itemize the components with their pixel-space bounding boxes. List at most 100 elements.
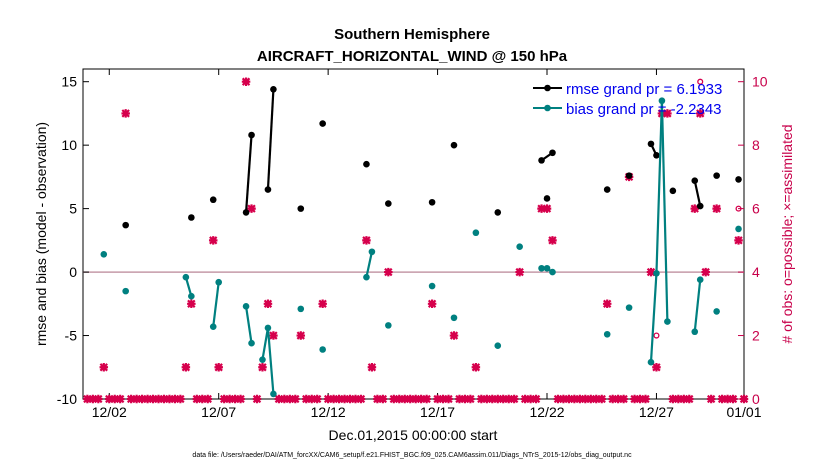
bias-point	[696, 276, 704, 283]
obs-assimilated-marker	[154, 394, 163, 404]
obs-assimilated-marker	[137, 394, 147, 404]
x-tick-label: 12/17	[420, 404, 455, 420]
obs-assimilated-marker	[115, 394, 125, 404]
rmse-point	[248, 131, 255, 139]
rmse-point	[450, 141, 458, 149]
obs-assimilated-marker	[225, 394, 234, 404]
obs-assimilated-marker	[373, 394, 382, 404]
rmse-point	[549, 149, 556, 157]
obs-assimilated-marker	[548, 236, 557, 245]
bias-point	[664, 318, 671, 325]
obs-assimilated-marker	[334, 394, 344, 404]
bias-point	[516, 243, 523, 250]
obs-assimilated-marker	[674, 394, 683, 404]
obs-assimilated-marker	[641, 394, 650, 404]
obs-assimilated-marker	[165, 394, 174, 404]
rmse-point	[264, 186, 272, 193]
obs-assimilated-marker	[405, 394, 415, 404]
bias-line-segment	[365, 251, 373, 278]
obs-assimilated-marker	[148, 394, 158, 404]
bias-point	[264, 324, 272, 332]
bias-point	[735, 225, 742, 233]
obs-assimilated-marker	[367, 363, 377, 372]
obs-count-markers	[83, 77, 749, 404]
rmse-point	[603, 186, 611, 193]
bias-point	[543, 264, 551, 272]
obs-assimilated-marker	[586, 394, 596, 404]
obs-assimilated-marker	[449, 331, 459, 340]
obs-assimilated-marker	[187, 299, 196, 309]
rmse-point	[653, 152, 660, 159]
x-tick-label: 12/12	[311, 404, 346, 420]
obs-assimilated-marker	[723, 394, 732, 404]
obs-assimilated-marker	[143, 394, 152, 404]
obs-assimilated-marker	[553, 394, 563, 404]
obs-assimilated-marker	[712, 204, 721, 213]
obs-assimilated-marker	[378, 394, 388, 404]
obs-assimilated-marker	[126, 394, 136, 404]
bias-point	[122, 287, 129, 295]
obs-assimilated-marker	[395, 394, 404, 404]
obs-assimilated-marker	[460, 394, 470, 404]
obs-assimilated-marker	[509, 394, 519, 404]
bias-point	[188, 292, 195, 300]
y-right-tick-label: 4	[752, 264, 760, 280]
obs-assimilated-marker	[192, 394, 202, 404]
y-right-tick-label: 10	[752, 74, 768, 90]
rmse-point	[669, 187, 677, 195]
obs-possible-marker	[653, 332, 660, 339]
obs-assimilated-marker	[389, 394, 399, 404]
obs-assimilated-marker	[105, 394, 114, 404]
obs-assimilated-marker	[685, 394, 694, 404]
obs-assimilated-marker	[608, 394, 617, 404]
rmse-line-segment	[693, 180, 702, 207]
rmse-point	[735, 176, 742, 183]
rmse-point	[538, 157, 545, 164]
obs-assimilated-marker	[564, 394, 574, 404]
bias-point	[538, 264, 545, 272]
rmse-point	[543, 195, 551, 202]
data-file-footnote: data file: /Users/raeder/DAI/ATM_forcXX/…	[192, 452, 632, 459]
obs-assimilated-marker	[181, 363, 191, 372]
obs-assimilated-marker	[247, 204, 256, 213]
bias-line-segment	[184, 276, 193, 297]
obs-assimilated-marker	[159, 394, 169, 404]
rmse-point	[242, 209, 250, 216]
y-axis-label: rmse and bias (model - observation)	[33, 122, 49, 346]
obs-assimilated-marker	[351, 394, 360, 404]
obs-assimilated-marker	[734, 236, 743, 245]
obs-assimilated-marker	[411, 394, 420, 404]
obs-assimilated-marker	[668, 394, 678, 404]
obs-assimilated-marker	[597, 394, 606, 404]
rmse-point	[428, 198, 436, 206]
obs-assimilated-marker	[646, 267, 656, 277]
obs-assimilated-marker	[132, 394, 141, 404]
obs-assimilated-marker	[258, 363, 267, 372]
bias-point	[215, 278, 223, 286]
rmse-point	[319, 120, 326, 127]
obs-assimilated-marker	[302, 394, 311, 404]
obs-assimilated-marker	[214, 363, 223, 372]
y-right-tick-label: 6	[752, 201, 760, 217]
y-tick-label: -10	[57, 391, 77, 407]
rmse-point	[363, 160, 370, 168]
bias-point	[248, 339, 255, 347]
y-axis-right-label: # of obs: o=possible; ×=assimilated	[779, 124, 795, 343]
obs-assimilated-marker	[728, 394, 738, 404]
obs-assimilated-marker	[515, 267, 524, 277]
bias-line-segment	[244, 306, 253, 344]
obs-assimilated-marker	[318, 299, 327, 309]
obs-assimilated-marker	[121, 109, 130, 118]
obs-assimilated-marker	[274, 394, 284, 404]
obs-assimilated-marker	[444, 394, 453, 404]
obs-assimilated-marker	[88, 394, 98, 404]
legend-rmse-label: rmse grand pr = 6.1933	[566, 81, 722, 98]
chart-title: Southern Hemisphere	[334, 26, 490, 43]
obs-assimilated-marker	[99, 363, 109, 372]
obs-assimilated-marker	[602, 299, 612, 309]
x-axis: 12/02 12/07 12/12 12/17 12/22 12/27 01/01	[92, 69, 762, 420]
bias-point	[428, 282, 436, 290]
y-tick-label: 5	[69, 201, 77, 217]
obs-assimilated-marker	[526, 394, 535, 404]
